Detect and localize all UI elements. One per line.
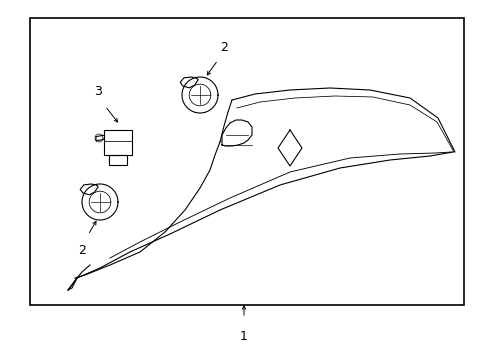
Text: 3: 3 <box>94 85 102 98</box>
Bar <box>104 130 132 155</box>
Bar <box>30 18 463 305</box>
Bar <box>109 155 127 165</box>
Text: 2: 2 <box>78 244 86 257</box>
Text: 1: 1 <box>240 330 247 343</box>
Text: 2: 2 <box>220 41 227 54</box>
